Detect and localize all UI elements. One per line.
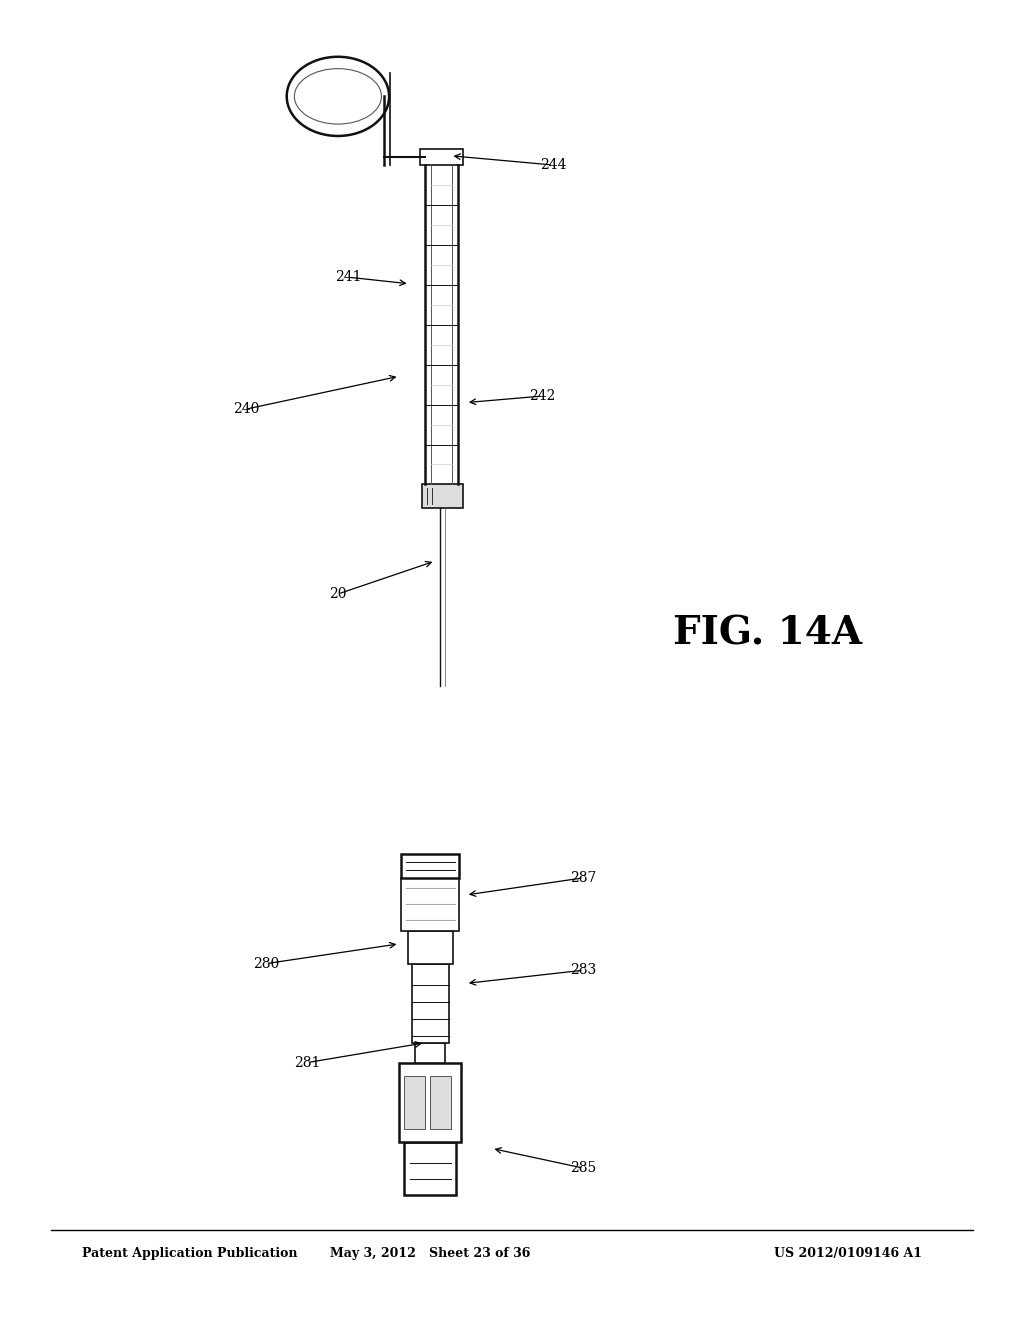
Ellipse shape: [295, 69, 381, 124]
Text: US 2012/0109146 A1: US 2012/0109146 A1: [773, 1247, 922, 1261]
Bar: [412, 964, 449, 1043]
Bar: [401, 854, 459, 878]
Text: Patent Application Publication: Patent Application Publication: [82, 1247, 297, 1261]
Text: 240: 240: [232, 403, 259, 416]
Bar: [404, 1076, 425, 1129]
Bar: [415, 1043, 445, 1063]
Bar: [430, 1076, 451, 1129]
Text: 244: 244: [540, 158, 566, 172]
Bar: [420, 149, 463, 165]
Text: 280: 280: [253, 957, 280, 970]
Bar: [399, 1063, 461, 1142]
Bar: [401, 878, 459, 931]
Text: 285: 285: [570, 1162, 597, 1175]
Text: 287: 287: [570, 871, 597, 884]
Text: 281: 281: [294, 1056, 321, 1069]
Bar: [422, 484, 463, 508]
Text: May 3, 2012   Sheet 23 of 36: May 3, 2012 Sheet 23 of 36: [330, 1247, 530, 1261]
Bar: [404, 1142, 456, 1195]
Text: 242: 242: [529, 389, 556, 403]
Text: 283: 283: [570, 964, 597, 977]
Text: FIG. 14A: FIG. 14A: [674, 615, 862, 652]
Text: 20: 20: [329, 587, 347, 601]
Text: 241: 241: [335, 271, 361, 284]
Ellipse shape: [287, 57, 389, 136]
Bar: [408, 931, 453, 964]
